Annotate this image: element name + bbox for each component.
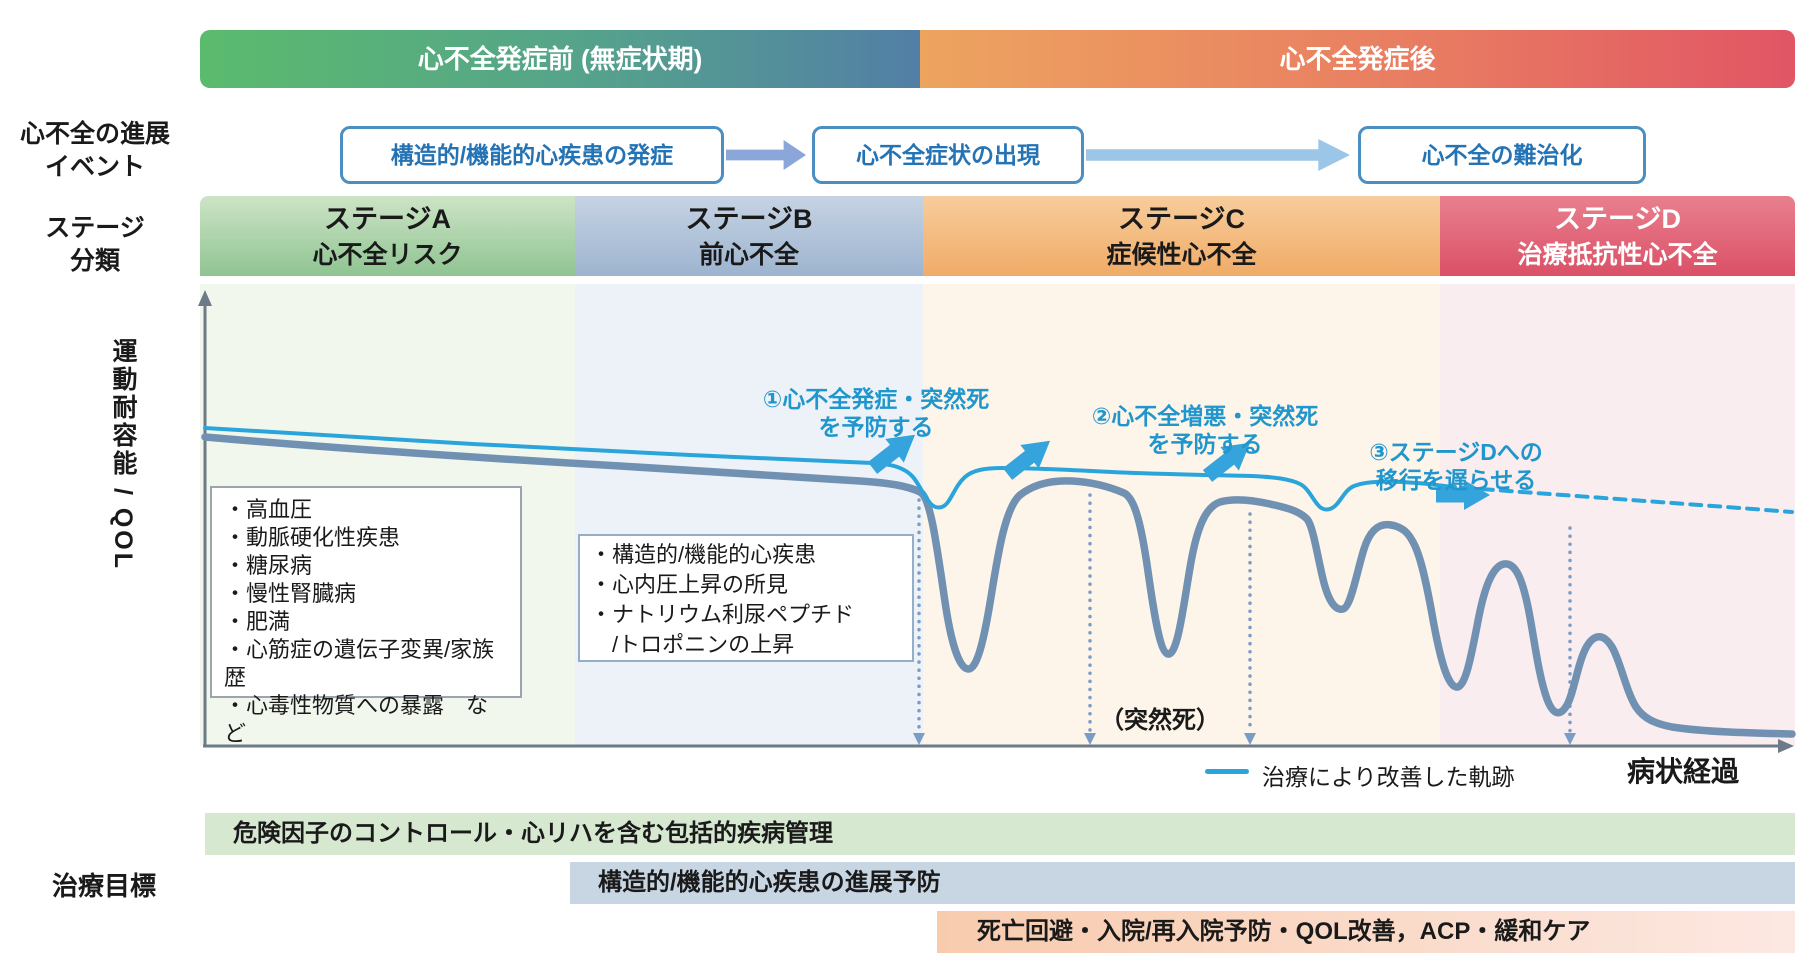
risk-factor-item: ・糖尿病 — [224, 553, 313, 578]
stage-a-subtitle: 心不全リスク — [312, 241, 463, 269]
progression-row-label: 心不全の進展 イベント — [10, 118, 180, 184]
y-axis-label: 運動耐容能 / QOL — [109, 338, 137, 571]
x-axis-arrow-icon — [1778, 739, 1794, 753]
natural-course-curve — [201, 433, 1796, 738]
finding-item: /トロポニンの上昇 — [590, 632, 795, 657]
risk-factor-item: ・肥満 — [224, 609, 291, 634]
stage-b-header: ステージB 前心不全 — [575, 196, 923, 276]
dropline-arrowhead-icon — [1564, 733, 1576, 745]
finding-item: ・構造的/機能的心疾患 — [590, 542, 817, 567]
event-dropline-group — [917, 493, 1572, 734]
sudden-death-label: （突然死） — [1100, 707, 1220, 734]
stage-d-subtitle: 治療抵抗性心不全 — [1517, 241, 1718, 269]
stage-c-subtitle: 症候性心不全 — [1106, 241, 1257, 269]
stage-row-label-line1: ステージ — [45, 214, 145, 242]
stage-a-risk-factor-box: ・高血圧 ・動脈硬化性疾患 ・糖尿病 ・慢性腎臓病 ・肥満 ・心筋症の遺伝子変異… — [210, 486, 522, 746]
risk-factor-item: ・心毒性物質への暴露 など — [224, 693, 489, 746]
stage-b-subtitle: 前心不全 — [698, 241, 799, 269]
intervention-arrow-icon — [1436, 480, 1490, 510]
treated-trajectory-curve — [203, 426, 1446, 512]
stage-b-name: ステージB — [685, 204, 813, 234]
risk-factor-item: ・高血圧 — [224, 497, 313, 522]
stage-d-name: ステージD — [1554, 204, 1681, 234]
event-box-symptom-appearance: 心不全症状の出現 — [812, 126, 1084, 184]
intervention-arrow-icon — [1002, 440, 1051, 480]
annotation-line: を予防する — [1147, 431, 1263, 457]
annotation-delay-stage-d: ③ステージDへの 移行を遅らせる — [1256, 438, 1656, 494]
annotation-line: ③ステージDへの — [1369, 439, 1543, 465]
progression-row-label-line1: 心不全の進展 — [19, 120, 170, 148]
progression-row-label-line2: イベント — [44, 153, 145, 181]
event-box-structural-disease-onset: 構造的/機能的心疾患の発症 — [340, 126, 724, 184]
dropline-arrowhead-icon — [913, 733, 925, 745]
annotation-prevent-worsening: ②心不全増悪・突然死 を予防する — [1005, 402, 1405, 458]
event-box-refractory: 心不全の難治化 — [1358, 126, 1646, 184]
stage-a-name: ステージA — [324, 204, 451, 234]
stage-d-header: ステージD 治療抵抗性心不全 — [1440, 196, 1795, 276]
stage-c-name: ステージC — [1118, 204, 1245, 234]
stage-b-chart-background — [575, 284, 923, 746]
risk-factor-item: ・心筋症の遺伝子変異/家族歴 — [224, 637, 495, 690]
phase-pre-onset-band: 心不全発症前 (無症状期) — [200, 30, 920, 88]
stage-b-findings-box: ・構造的/機能的心疾患 ・心内圧上昇の所見 ・ナトリウム利尿ペプチド /トロポニ… — [578, 534, 914, 662]
goal-bar-mortality-avoidance: 死亡回避・入院/再入院予防・QOL改善，ACP・緩和ケア — [937, 911, 1795, 953]
annotation-line: ①心不全発症・突然死 — [762, 386, 990, 412]
intervention-arrow-icon — [867, 434, 916, 474]
annotation-prevent-onset: ①心不全発症・突然死 を予防する — [676, 385, 1076, 441]
dropline-arrowhead-icon — [1244, 733, 1256, 745]
treatment-goals-label: 治療目標 — [52, 871, 157, 901]
finding-item: ・ナトリウム利尿ペプチド — [590, 602, 855, 627]
stage-a-header: ステージA 心不全リスク — [200, 196, 575, 276]
intervention-arrows — [867, 434, 1490, 510]
risk-factor-item: ・慢性腎臓病 — [224, 581, 357, 606]
legend-label: 治療により改善した軌跡 — [1262, 764, 1515, 790]
risk-factor-item: ・動脈硬化性疾患 — [224, 525, 401, 550]
dropline-arrowhead-icon — [1084, 733, 1096, 745]
phase-post-onset-band: 心不全発症後 — [920, 30, 1795, 88]
treated-trajectory-curve-dashed — [1442, 484, 1794, 514]
legend-line-icon — [1205, 769, 1249, 774]
annotation-line: を予防する — [818, 414, 934, 440]
goal-bar-progression-prevention: 構造的/機能的心疾患の進展予防 — [570, 862, 1795, 904]
finding-item: ・心内圧上昇の所見 — [590, 572, 789, 597]
x-axis-caption: 病状経過 — [1627, 756, 1740, 787]
annotation-line: ②心不全増悪・突然死 — [1091, 403, 1319, 429]
stage-row-label: ステージ 分類 — [10, 212, 180, 278]
stage-row-label-line2: 分類 — [69, 247, 120, 275]
event-dropline-arrowheads — [913, 733, 1576, 745]
annotation-line: 移行を遅らせる — [1375, 467, 1537, 493]
stage-c-header: ステージC 症候性心不全 — [923, 196, 1440, 276]
intervention-arrow-icon — [1202, 442, 1251, 482]
goal-bar-risk-management: 危険因子のコントロール・心リハを含む包括的疾病管理 — [205, 813, 1795, 855]
y-axis-arrow-icon — [198, 290, 212, 306]
